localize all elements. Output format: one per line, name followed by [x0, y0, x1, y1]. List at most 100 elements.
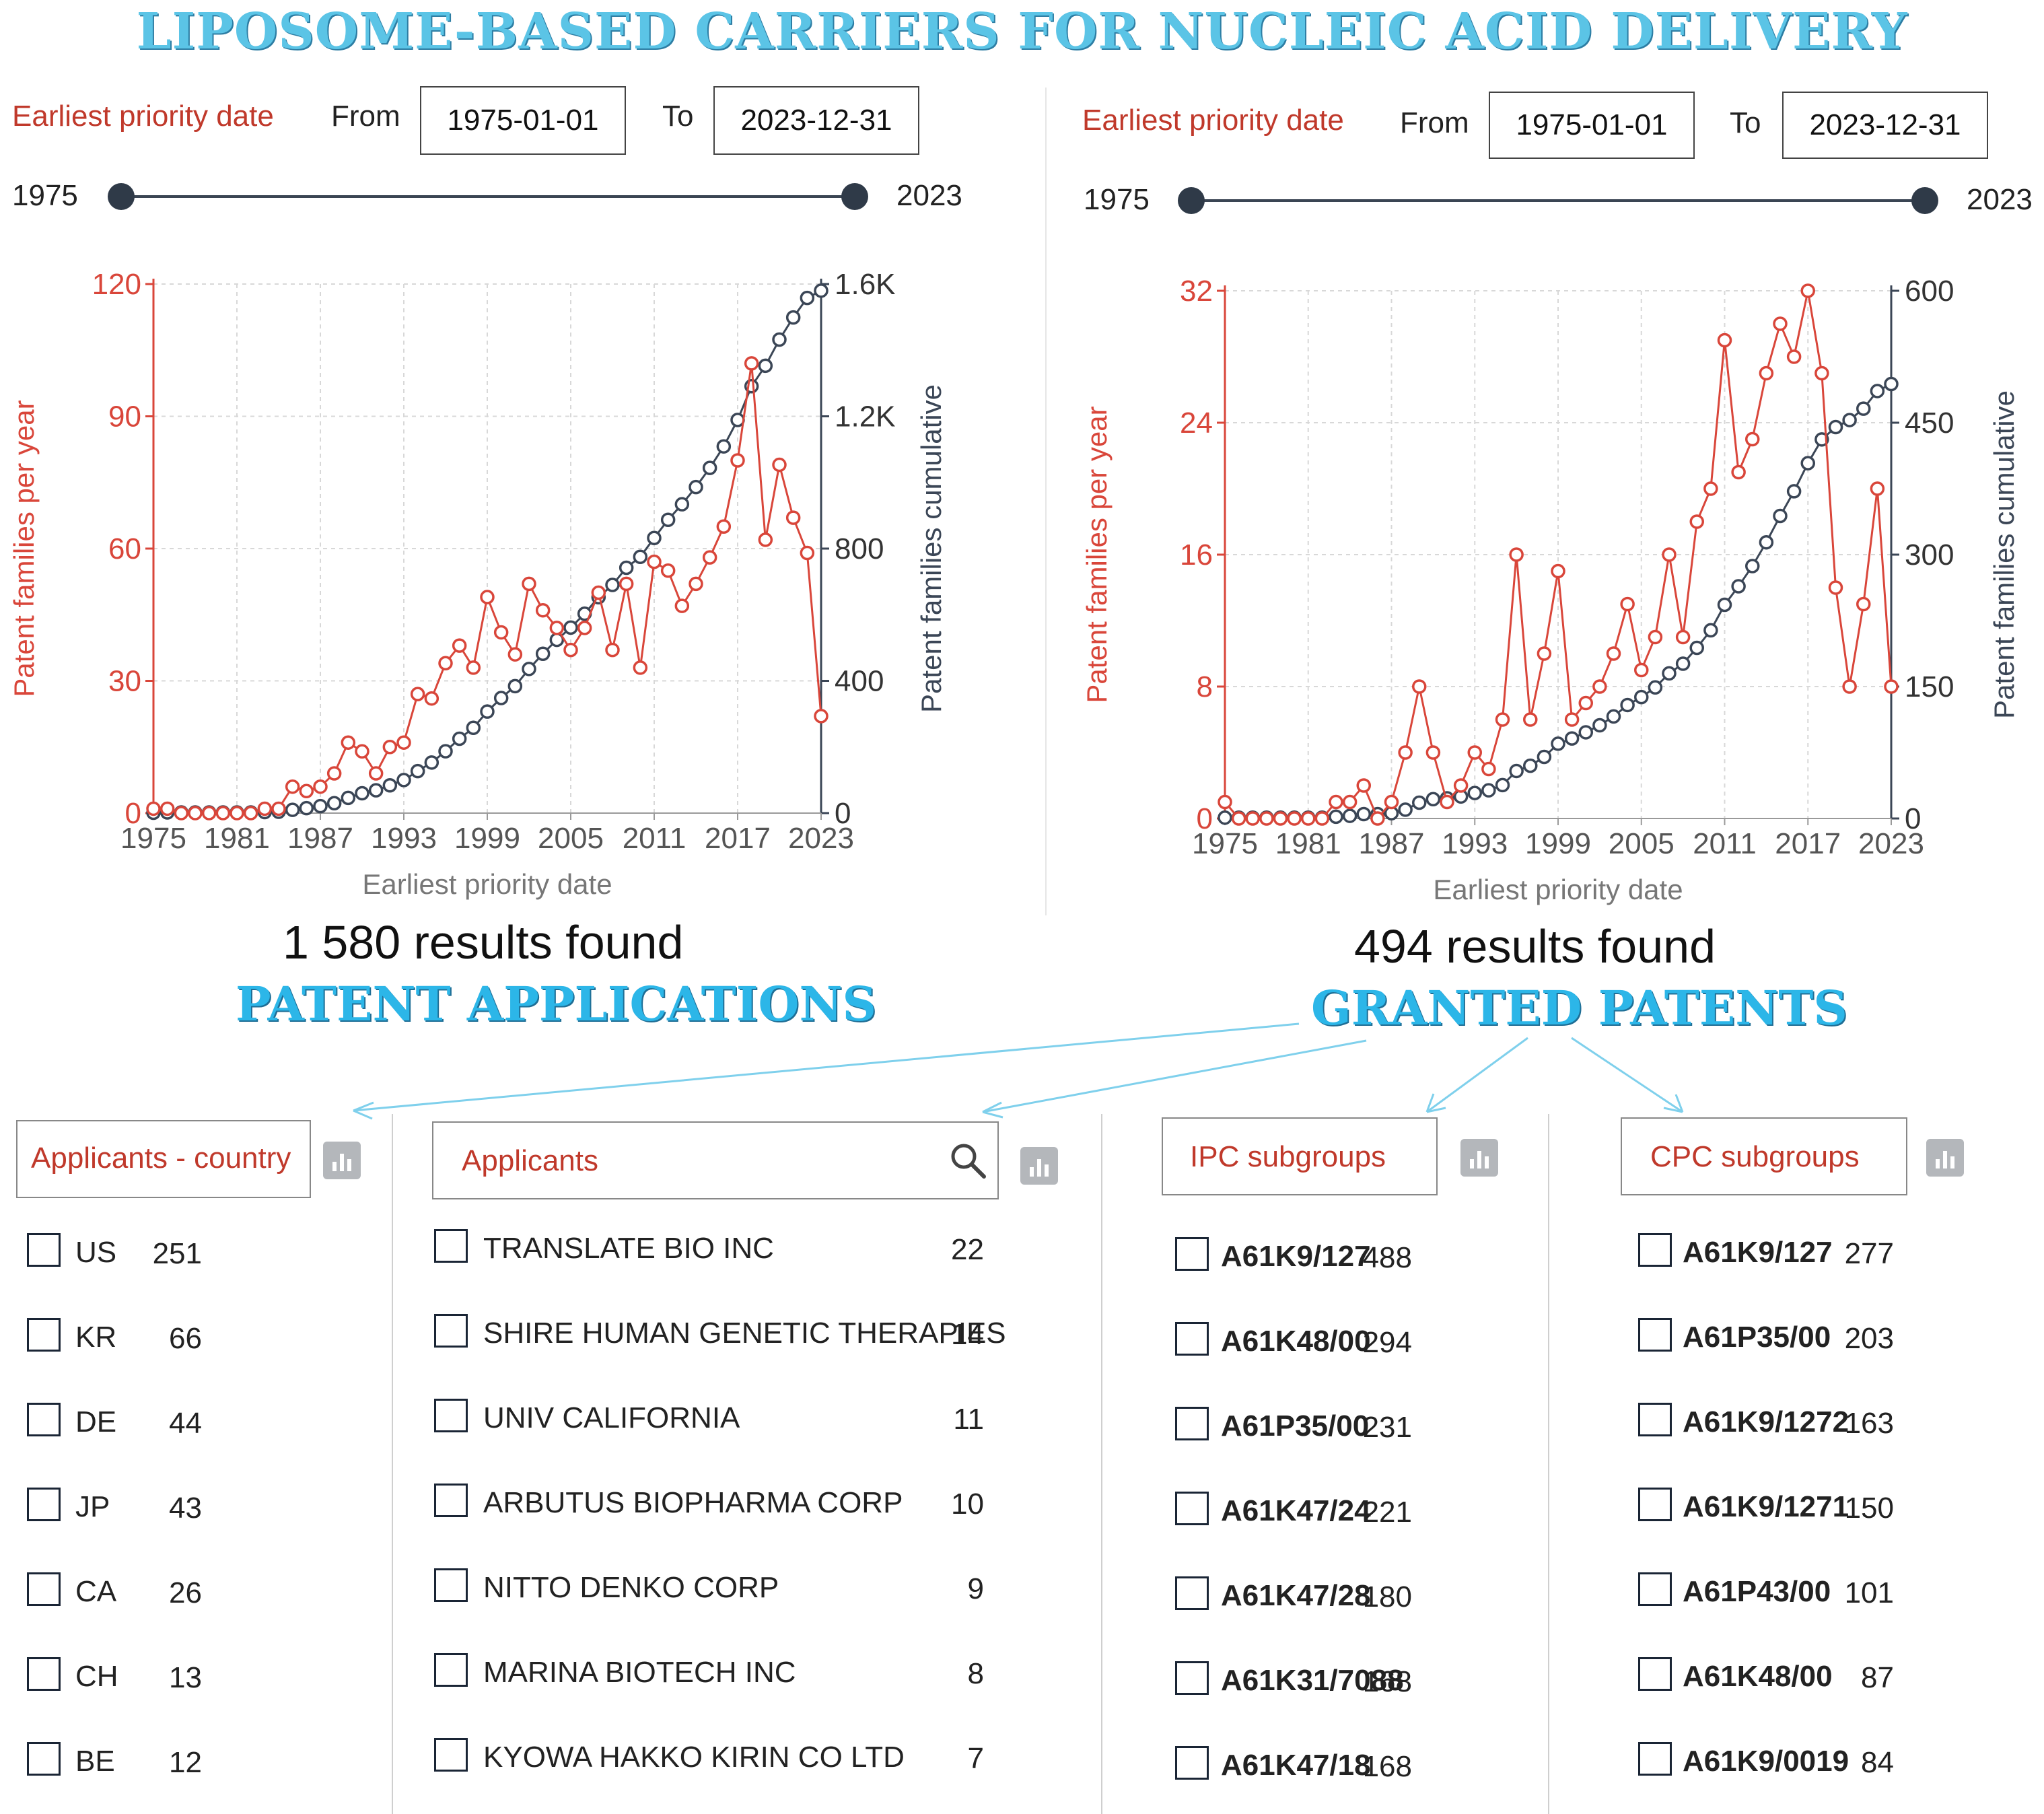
facet-checkbox[interactable] [27, 1488, 61, 1521]
from-label: From [331, 100, 400, 133]
facet-checkbox[interactable] [434, 1229, 468, 1263]
facet-item-label[interactable]: DE [75, 1405, 117, 1438]
facet-item-label[interactable]: BE [75, 1745, 115, 1778]
facet-applicants-header[interactable] [432, 1121, 999, 1199]
point-per-year [702, 550, 717, 565]
point-cumulative [1842, 413, 1857, 427]
facet-item-label[interactable]: A61K9/1271 [1683, 1490, 1849, 1523]
facet-item-label[interactable]: TRANSLATE BIO INC [483, 1232, 774, 1265]
facet-checkbox[interactable] [27, 1657, 61, 1691]
facet-item-label[interactable]: A61P35/00 [1683, 1321, 1831, 1354]
facet-item-label[interactable]: A61K31/7088 [1221, 1664, 1404, 1697]
point-per-year [1218, 794, 1232, 810]
facet-checkbox[interactable] [1638, 1318, 1672, 1352]
bar-chart-icon[interactable] [1926, 1139, 1964, 1177]
point-per-year [424, 691, 439, 706]
facet-item-label[interactable]: ARBUTUS BIOPHARMA CORP [483, 1486, 903, 1519]
bar-chart-icon[interactable] [1460, 1139, 1498, 1177]
facet-item-label[interactable]: US [75, 1236, 117, 1269]
facet-item-label[interactable]: UNIV CALIFORNIA [483, 1401, 740, 1434]
point-per-year [1245, 811, 1260, 826]
facet-checkbox[interactable] [1638, 1488, 1672, 1521]
facet-checkbox[interactable] [27, 1318, 61, 1352]
x-tick-label: 1981 [204, 822, 270, 855]
slider-end-handle[interactable] [1911, 187, 1938, 214]
facet-checkbox[interactable] [434, 1738, 468, 1772]
date-range-slider[interactable] [1191, 199, 1925, 202]
facet-ipc-header[interactable] [1162, 1117, 1438, 1195]
facet-item-label[interactable]: CA [75, 1575, 117, 1608]
point-cumulative [1870, 384, 1885, 398]
facet-checkbox[interactable] [27, 1572, 61, 1606]
facet-checkbox[interactable] [1638, 1572, 1672, 1606]
facet-checkbox[interactable] [1638, 1403, 1672, 1436]
facet-item-label[interactable]: A61K47/24 [1221, 1494, 1371, 1527]
from-date-input[interactable]: 1975-01-01 [1489, 92, 1695, 159]
facet-item-label[interactable]: A61P43/00 [1683, 1575, 1831, 1608]
point-per-year [563, 642, 578, 658]
bar-chart-icon[interactable] [1020, 1147, 1058, 1185]
facet-item-label[interactable]: NITTO DENKO CORP [483, 1571, 779, 1604]
facet-item-label[interactable]: A61K47/28 [1221, 1579, 1371, 1612]
facet-item-label[interactable]: A61K48/00 [1683, 1660, 1833, 1693]
facet-checkbox[interactable] [1638, 1657, 1672, 1691]
facet-cpc-header[interactable] [1621, 1117, 1907, 1195]
facet-item-label[interactable]: A61K9/1272 [1683, 1405, 1849, 1438]
point-per-year [800, 545, 815, 561]
point-per-year [507, 647, 523, 662]
date-range-slider[interactable] [121, 195, 855, 198]
slider-min-label: 1975 [1084, 183, 1150, 216]
facet-item-label[interactable]: CH [75, 1660, 118, 1693]
search-icon[interactable] [948, 1140, 988, 1181]
slider-end-handle[interactable] [841, 183, 868, 210]
facet-checkbox[interactable] [434, 1653, 468, 1687]
facet-item-label[interactable]: MARINA BIOTECH INC [483, 1656, 796, 1689]
facet-item-label[interactable]: A61K9/127 [1683, 1236, 1833, 1269]
facet-checkbox[interactable] [1175, 1576, 1209, 1610]
facet-item-label[interactable]: JP [75, 1490, 110, 1523]
slider-start-handle[interactable] [1178, 187, 1205, 214]
facet-checkbox[interactable] [27, 1233, 61, 1267]
point-per-year [1856, 596, 1871, 612]
facet-checkbox[interactable] [1638, 1233, 1672, 1267]
point-cumulative [535, 646, 551, 661]
facet-checkbox[interactable] [434, 1484, 468, 1517]
facet-checkbox[interactable] [1175, 1237, 1209, 1271]
point-per-year [1731, 464, 1746, 480]
point-cumulative [1356, 806, 1371, 822]
facet-item-label[interactable]: A61K48/00 [1221, 1325, 1371, 1358]
facet-item-label[interactable]: A61P35/00 [1221, 1409, 1370, 1442]
facet-item-count: 221 [1362, 1496, 1412, 1529]
facet-checkbox[interactable] [1175, 1661, 1209, 1695]
facet-item-label[interactable]: SHIRE HUMAN GENETIC THERAPIES [483, 1317, 1006, 1350]
slider-start-handle[interactable] [108, 183, 135, 210]
facet-item-label[interactable]: KYOWA HAKKO KIRIN CO LTD [483, 1741, 905, 1774]
facet-item-label[interactable]: KR [75, 1321, 117, 1354]
to-date-input[interactable]: 2023-12-31 [1782, 92, 1988, 159]
point-per-year [522, 576, 536, 592]
point-cumulative [285, 802, 300, 817]
facet-checkbox[interactable] [434, 1314, 468, 1348]
facet-checkbox[interactable] [1175, 1746, 1209, 1780]
point-per-year [257, 801, 273, 816]
facet-checkbox[interactable] [27, 1742, 61, 1776]
facet-item-label[interactable]: A61K47/18 [1221, 1749, 1371, 1782]
facet-checkbox[interactable] [1175, 1492, 1209, 1525]
facet-item-count: 66 [169, 1322, 202, 1355]
facet-checkbox[interactable] [1175, 1322, 1209, 1356]
y2-axis-title: Patent families cumulative [915, 384, 947, 713]
from-date-input[interactable]: 1975-01-01 [420, 86, 626, 155]
facet-item-label[interactable]: A61K9/0019 [1683, 1745, 1849, 1778]
to-date-input[interactable]: 2023-12-31 [713, 86, 919, 155]
facet-country-header[interactable] [16, 1120, 311, 1198]
facet-checkbox[interactable] [27, 1403, 61, 1436]
slider-min-label: 1975 [12, 179, 78, 212]
facet-checkbox[interactable] [1638, 1742, 1672, 1776]
bar-chart-icon[interactable] [323, 1142, 361, 1179]
facet-checkbox[interactable] [434, 1568, 468, 1602]
facet-checkbox[interactable] [1175, 1407, 1209, 1440]
facet-item-label[interactable]: A61K9/127 [1221, 1240, 1371, 1273]
point-per-year [689, 576, 703, 592]
facet-checkbox[interactable] [434, 1399, 468, 1432]
facet-item-count: 44 [169, 1407, 202, 1440]
